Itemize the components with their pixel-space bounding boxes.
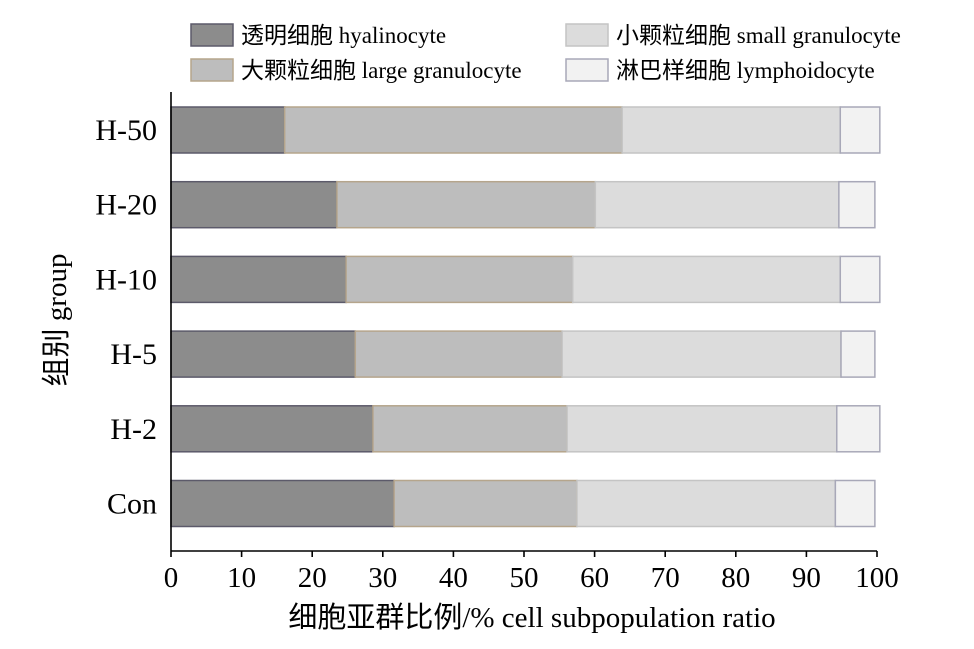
bar-H-50-series-3 <box>621 106 842 154</box>
category-label-H-50: H-50 <box>95 114 157 147</box>
bar-Con-series-4 <box>834 479 876 528</box>
bars-layer <box>170 106 881 528</box>
x-tick-label-10: 10 <box>227 562 256 594</box>
category-label-H-5: H-5 <box>110 338 157 371</box>
bar-H-20-series-2 <box>336 180 597 229</box>
x-tick-label-80: 80 <box>721 562 750 594</box>
bar-H-20-series-1 <box>170 180 338 229</box>
x-tick-label-30: 30 <box>368 562 397 594</box>
bar-Con-series-1 <box>170 479 395 528</box>
category-label-H-2: H-2 <box>110 413 157 446</box>
x-tick-label-0: 0 <box>164 562 179 594</box>
x-tick-label-100: 100 <box>855 562 899 594</box>
bar-H-10-series-2 <box>345 255 574 304</box>
legend-swatch-3 <box>565 23 609 47</box>
bar-H-50-series-2 <box>283 106 623 154</box>
bar-H-5-series-3 <box>561 330 842 378</box>
legend-label-2: 大颗粒细胞 large granulocyte <box>241 58 522 83</box>
bar-H-2-series-3 <box>566 405 838 453</box>
x-ticks: 0 10 20 30 40 50 60 70 80 90 100 <box>164 551 899 594</box>
x-tick-label-60: 60 <box>580 562 609 594</box>
bar-H-5-series-1 <box>170 330 357 378</box>
bar-H-50-series-1 <box>170 106 286 154</box>
category-label-H-20: H-20 <box>95 189 157 222</box>
bar-H-10-series-1 <box>170 255 347 304</box>
legend-swatch-1 <box>190 23 234 47</box>
bar-H-2-series-4 <box>836 405 881 453</box>
bar-H-20-series-3 <box>594 180 840 229</box>
bar-H-20-series-4 <box>838 180 876 229</box>
legend: 透明细胞 hyalinocyte 大颗粒细胞 large granulocyte 小… <box>190 23 901 83</box>
x-axis-label: 细胞亚群比例/% cell subpopulation ratio <box>288 601 775 634</box>
bar-H-2-series-2 <box>372 405 568 453</box>
x-tick-label-40: 40 <box>439 562 468 594</box>
legend-label-3: 小颗粒细胞 small granulocyte <box>616 23 901 48</box>
bar-H-10-series-3 <box>571 255 842 304</box>
legend-swatch-2 <box>190 58 234 82</box>
category-labels: H-50 H-20 H-10 H-5 H-2 Con <box>95 114 157 521</box>
bar-H-2-series-1 <box>170 405 374 453</box>
legend-swatch-4 <box>565 58 609 82</box>
bar-Con-series-2 <box>393 479 578 528</box>
category-label-Con: Con <box>107 488 157 521</box>
bar-H-5-series-2 <box>354 330 563 378</box>
x-tick-label-90: 90 <box>792 562 821 594</box>
bar-H-5-series-4 <box>840 330 876 378</box>
x-tick-label-50: 50 <box>510 562 539 594</box>
bar-H-10-series-4 <box>839 255 881 304</box>
x-tick-label-20: 20 <box>298 562 327 594</box>
legend-label-4: 淋巴样细胞 lymphoidocyte <box>616 58 875 83</box>
x-tick-label-70: 70 <box>651 562 680 594</box>
category-label-H-10: H-10 <box>95 263 157 296</box>
bar-Con-series-3 <box>576 479 837 528</box>
y-axis-label: 组别 group <box>40 254 73 387</box>
legend-label-1: 透明细胞 hyalinocyte <box>241 23 446 48</box>
bar-H-50-series-4 <box>839 106 881 154</box>
